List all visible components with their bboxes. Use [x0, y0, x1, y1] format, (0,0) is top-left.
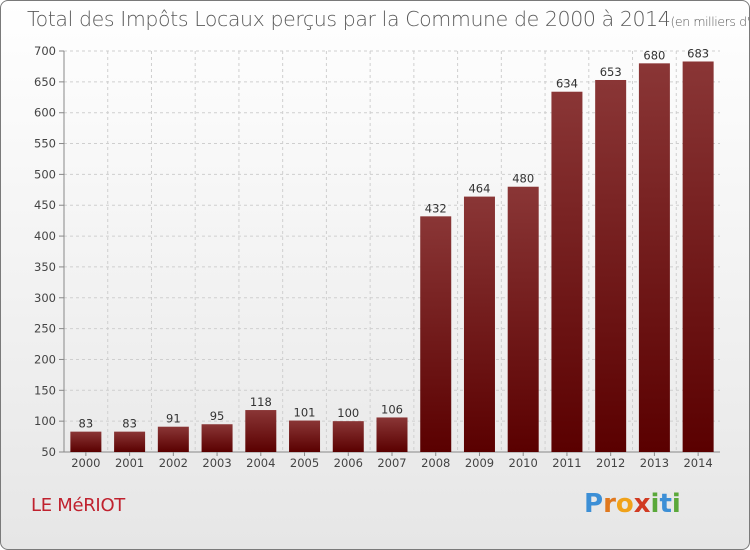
bars	[70, 61, 714, 453]
bar-2010	[507, 186, 539, 452]
data-label: 464	[468, 182, 490, 196]
y-tick-label: 450	[34, 198, 56, 212]
x-tick-label: 2000	[71, 456, 100, 470]
bar-2005	[289, 420, 321, 452]
data-label: 95	[210, 409, 225, 423]
data-label: 83	[79, 417, 94, 431]
bar-2011	[551, 91, 583, 453]
x-tick-label: 2007	[377, 456, 406, 470]
bar-2001	[114, 431, 146, 452]
y-tick-label: 700	[34, 44, 56, 58]
chart-title-unit: (en milliers d'€)	[670, 14, 750, 29]
y-tick-label: 300	[34, 291, 56, 305]
data-label: 634	[556, 77, 578, 91]
data-label: 106	[381, 402, 403, 416]
bar-2003	[201, 424, 233, 452]
x-tick-label: 2001	[115, 456, 144, 470]
x-tick-label: 2004	[246, 456, 275, 470]
bar-2008	[420, 216, 452, 452]
x-tick-label: 2010	[509, 456, 538, 470]
x-tick-label: 2006	[334, 456, 363, 470]
x-tick-label: 2005	[290, 456, 319, 470]
y-tick-label: 50	[41, 445, 56, 459]
y-tick-label: 650	[34, 75, 56, 89]
bar-2013	[638, 63, 670, 452]
data-label: 683	[687, 46, 709, 60]
logo-letter: i	[671, 489, 681, 519]
y-tick-label: 350	[34, 260, 56, 274]
y-tick-label: 150	[34, 383, 56, 397]
chart-title: Total des Impôts Locaux perçus par la Co…	[27, 7, 750, 31]
y-tick-label: 400	[34, 229, 56, 243]
tick-labels: 50 100 150 200 250 300 350 400 450 500 550 600 650 70…	[34, 44, 713, 470]
x-tick-label: 2013	[640, 456, 669, 470]
x-tick-label: 2012	[596, 456, 625, 470]
logo-letter: x	[633, 489, 651, 519]
x-tick-label: 2008	[421, 456, 450, 470]
data-labels: 83 83 91 95 118 101 100 106 432 464 480 634 653 680 68…	[79, 46, 710, 430]
y-tick-label: 100	[34, 414, 56, 428]
bar-2006	[332, 421, 364, 452]
bar-2009	[463, 196, 495, 452]
x-tick-label: 2003	[202, 456, 231, 470]
logo-letter: i	[650, 489, 660, 519]
data-label: 100	[337, 406, 359, 420]
x-tick-label: 2011	[552, 456, 581, 470]
x-tick-label: 2009	[465, 456, 494, 470]
logo-letter: t	[659, 489, 672, 519]
logo-letter: r	[603, 489, 616, 519]
data-label: 653	[600, 65, 622, 79]
data-label: 101	[294, 406, 316, 420]
data-label: 680	[643, 48, 665, 62]
x-tick-label: 2014	[683, 456, 712, 470]
y-tick-label: 550	[34, 137, 56, 151]
y-tick-label: 250	[34, 322, 56, 336]
bar-2007	[376, 417, 408, 452]
bar-2002	[157, 426, 189, 452]
bar-2014	[682, 61, 714, 452]
logo-letter: P	[584, 489, 604, 519]
y-tick-label: 200	[34, 352, 56, 366]
logo-letter: o	[615, 489, 634, 519]
data-label: 480	[512, 172, 534, 186]
x-tick-label: 2002	[159, 456, 188, 470]
y-tick-label: 500	[34, 167, 56, 181]
y-tick-label: 600	[34, 106, 56, 120]
data-label: 432	[425, 201, 447, 215]
chart-title-main: Total des Impôts Locaux perçus par la Co…	[27, 7, 671, 31]
bar-2004	[245, 410, 277, 452]
commune-name: LE MéRIOT	[31, 495, 126, 516]
bar-2012	[595, 79, 627, 452]
data-label: 83	[122, 417, 137, 431]
data-label: 118	[250, 395, 272, 409]
bar-2000	[70, 431, 102, 452]
proxiti-logo: Proxiti	[584, 489, 681, 519]
data-label: 91	[166, 412, 181, 426]
